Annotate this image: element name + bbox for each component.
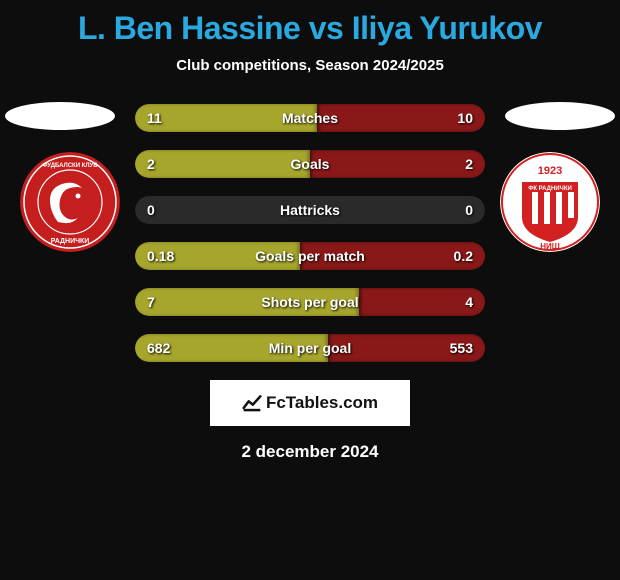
- stat-row: 2 2 Goals: [135, 150, 485, 178]
- stat-value-right: 0: [465, 202, 473, 218]
- stat-bar-left-fill: [135, 150, 310, 178]
- svg-text:ФК РАДНИЧКИ: ФК РАДНИЧКИ: [528, 186, 572, 192]
- svg-text:ФУДБАЛСКИ КЛУБ: ФУДБАЛСКИ КЛУБ: [42, 163, 98, 169]
- stat-row: 682 553 Min per goal: [135, 334, 485, 362]
- date-label: 2 december 2024: [0, 442, 620, 462]
- subtitle: Club competitions, Season 2024/2025: [0, 57, 620, 74]
- stat-label: Hattricks: [280, 202, 340, 218]
- svg-text:НИШ: НИШ: [540, 242, 560, 251]
- stat-bar-right-fill: [310, 150, 485, 178]
- stat-value-left: 2: [147, 156, 155, 172]
- stat-row: 11 10 Matches: [135, 104, 485, 132]
- stat-label: Goals: [291, 156, 330, 172]
- stat-value-left: 0: [147, 202, 155, 218]
- stat-value-left: 682: [147, 340, 170, 356]
- stat-value-right: 4: [465, 294, 473, 310]
- stat-row: 0.18 0.2 Goals per match: [135, 242, 485, 270]
- stat-value-right: 0.2: [454, 248, 473, 264]
- svg-text:1923: 1923: [538, 165, 562, 177]
- club-badge-left-icon: ФУДБАЛСКИ КЛУБ РАДНИЧКИ: [20, 152, 120, 252]
- watermark: FcTables.com: [210, 380, 410, 426]
- watermark-text: FcTables.com: [266, 393, 378, 413]
- stat-label: Shots per goal: [261, 294, 358, 310]
- stat-bars: 11 10 Matches 2 2 Goals 0 0 Hattricks 0.18 0.2 Goal…: [135, 102, 485, 362]
- page-title: L. Ben Hassine vs Iliya Yurukov: [0, 0, 620, 47]
- club-badge-right-icon: 1923 ФК РАДНИЧКИ НИШ: [500, 152, 600, 252]
- stat-label: Matches: [282, 110, 338, 126]
- chart-icon: [242, 393, 262, 413]
- stat-value-left: 11: [147, 110, 162, 126]
- stat-value-left: 7: [147, 294, 155, 310]
- stat-value-right: 10: [457, 110, 473, 126]
- stat-row: 7 4 Shots per goal: [135, 288, 485, 316]
- club-badge-left: ФУДБАЛСКИ КЛУБ РАДНИЧКИ: [20, 152, 120, 252]
- stat-row: 0 0 Hattricks: [135, 196, 485, 224]
- stat-label: Min per goal: [269, 340, 351, 356]
- svg-text:РАДНИЧКИ: РАДНИЧКИ: [51, 238, 90, 245]
- stat-value-right: 2: [465, 156, 473, 172]
- stat-value-left: 0.18: [147, 248, 174, 264]
- stat-label: Goals per match: [255, 248, 365, 264]
- club-badge-right: 1923 ФК РАДНИЧКИ НИШ: [500, 152, 600, 252]
- stat-value-right: 553: [450, 340, 473, 356]
- ellipse-right: [505, 102, 615, 130]
- ellipse-left: [5, 102, 115, 130]
- comparison-panel: ФУДБАЛСКИ КЛУБ РАДНИЧКИ 1923 ФК РАДНИЧКИ…: [0, 102, 620, 362]
